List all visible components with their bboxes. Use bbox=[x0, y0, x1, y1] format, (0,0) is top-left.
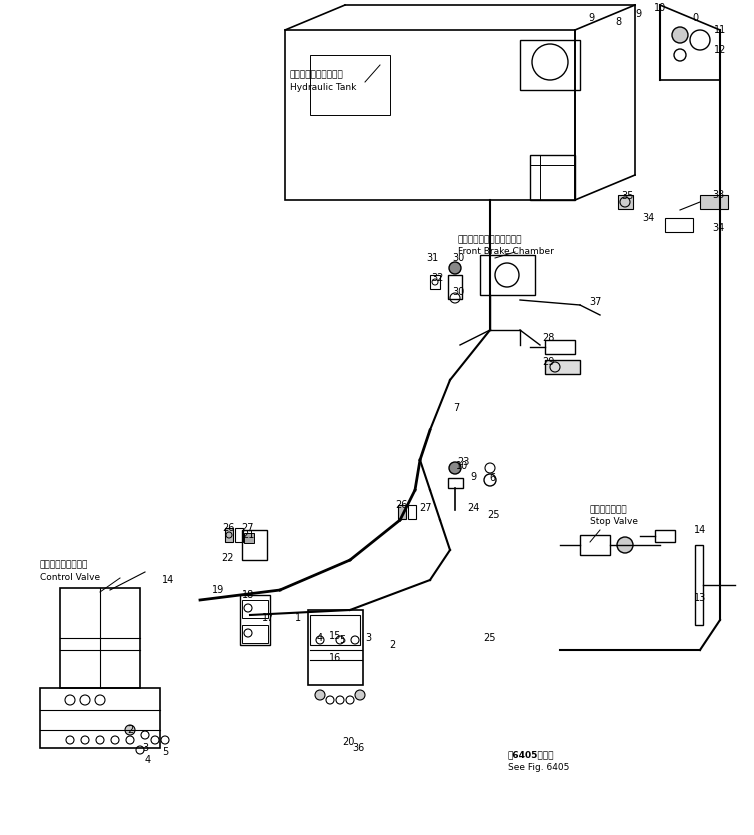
Text: 21: 21 bbox=[242, 530, 254, 540]
Text: 24: 24 bbox=[467, 503, 480, 513]
Text: 26: 26 bbox=[395, 500, 407, 510]
Bar bbox=[408, 505, 416, 519]
Text: フロントブレーキキャンバ: フロントブレーキキャンバ bbox=[458, 235, 523, 245]
Bar bbox=[520, 40, 580, 90]
Text: 図6405図参照: 図6405図参照 bbox=[508, 751, 554, 760]
Bar bbox=[530, 155, 575, 200]
Text: 10: 10 bbox=[654, 3, 666, 13]
Text: 1: 1 bbox=[295, 613, 301, 623]
Text: 35: 35 bbox=[622, 191, 634, 201]
Text: 3: 3 bbox=[142, 743, 148, 753]
Bar bbox=[235, 528, 243, 542]
Text: 27: 27 bbox=[242, 523, 254, 533]
Text: 30: 30 bbox=[452, 253, 464, 263]
Text: 26: 26 bbox=[222, 523, 234, 533]
Text: 11: 11 bbox=[714, 25, 726, 35]
Text: 9: 9 bbox=[588, 13, 594, 23]
Bar bbox=[308, 610, 363, 685]
Bar bbox=[310, 615, 360, 645]
Text: 17: 17 bbox=[262, 613, 274, 623]
Text: 32: 32 bbox=[432, 273, 444, 283]
Text: 14: 14 bbox=[694, 525, 706, 535]
Text: 13: 13 bbox=[694, 593, 706, 603]
Text: コントロールバルブ: コントロールバルブ bbox=[40, 560, 88, 569]
Circle shape bbox=[672, 27, 688, 43]
Bar bbox=[695, 545, 703, 625]
Circle shape bbox=[449, 462, 461, 474]
Bar bbox=[618, 195, 633, 209]
Bar bbox=[244, 533, 254, 543]
Text: 2: 2 bbox=[389, 640, 395, 650]
Text: 5: 5 bbox=[339, 635, 345, 645]
Bar bbox=[398, 505, 406, 519]
Text: 30: 30 bbox=[452, 287, 464, 297]
Text: 16: 16 bbox=[329, 653, 341, 663]
Text: 4: 4 bbox=[145, 755, 151, 765]
Text: See Fig. 6405: See Fig. 6405 bbox=[508, 763, 569, 772]
Circle shape bbox=[449, 262, 461, 274]
Bar bbox=[285, 30, 575, 200]
Text: 34: 34 bbox=[642, 213, 654, 223]
Circle shape bbox=[315, 690, 325, 700]
Text: 7: 7 bbox=[453, 403, 459, 413]
Text: ハイドロリックタンク: ハイドロリックタンク bbox=[290, 70, 344, 79]
Bar bbox=[665, 218, 693, 232]
Text: 31: 31 bbox=[426, 253, 438, 263]
Text: 10: 10 bbox=[456, 461, 468, 471]
Text: Control Valve: Control Valve bbox=[40, 573, 100, 581]
Text: Front Brake Chamber: Front Brake Chamber bbox=[458, 247, 554, 256]
Text: 9: 9 bbox=[635, 9, 641, 19]
Text: 2: 2 bbox=[127, 725, 133, 735]
Bar bbox=[580, 535, 610, 555]
Text: 22: 22 bbox=[222, 553, 234, 563]
Bar bbox=[448, 275, 462, 299]
Bar bbox=[240, 595, 270, 645]
Text: 36: 36 bbox=[352, 743, 364, 753]
Text: 18: 18 bbox=[242, 590, 254, 600]
Text: 6: 6 bbox=[489, 473, 495, 483]
Text: 12: 12 bbox=[714, 45, 726, 55]
Text: 33: 33 bbox=[712, 190, 724, 200]
Text: 25: 25 bbox=[487, 510, 499, 520]
Text: 19: 19 bbox=[212, 585, 224, 595]
Bar bbox=[242, 530, 267, 560]
Bar bbox=[700, 195, 728, 209]
Bar bbox=[480, 255, 535, 295]
Text: 29: 29 bbox=[542, 357, 554, 367]
Text: 0: 0 bbox=[692, 13, 698, 23]
Bar bbox=[225, 528, 233, 542]
Text: 25: 25 bbox=[484, 633, 496, 643]
Bar bbox=[545, 360, 580, 374]
Text: 34: 34 bbox=[712, 223, 724, 233]
Bar bbox=[448, 478, 463, 488]
Circle shape bbox=[125, 725, 135, 735]
Text: 14: 14 bbox=[162, 575, 174, 585]
Text: 28: 28 bbox=[542, 333, 554, 343]
Circle shape bbox=[355, 690, 365, 700]
Bar bbox=[40, 688, 160, 748]
Text: 3: 3 bbox=[365, 633, 371, 643]
Text: 20: 20 bbox=[342, 737, 354, 747]
Bar bbox=[310, 55, 390, 115]
Text: 23: 23 bbox=[457, 457, 469, 467]
Text: 15: 15 bbox=[329, 631, 342, 641]
Text: 8: 8 bbox=[615, 17, 621, 27]
Text: 4: 4 bbox=[317, 633, 323, 643]
Text: ストップバルブ: ストップバルブ bbox=[590, 505, 627, 514]
Bar bbox=[655, 530, 675, 542]
Bar bbox=[60, 588, 140, 688]
Bar bbox=[430, 275, 440, 289]
Text: 27: 27 bbox=[418, 503, 431, 513]
Text: Stop Valve: Stop Valve bbox=[590, 518, 638, 527]
Bar bbox=[545, 340, 575, 354]
Text: 5: 5 bbox=[162, 747, 168, 757]
Text: Hydraulic Tank: Hydraulic Tank bbox=[290, 84, 357, 93]
Bar bbox=[242, 625, 268, 643]
Bar bbox=[242, 600, 268, 618]
Text: 37: 37 bbox=[589, 297, 601, 307]
Circle shape bbox=[617, 537, 633, 553]
Text: 9: 9 bbox=[470, 472, 476, 482]
